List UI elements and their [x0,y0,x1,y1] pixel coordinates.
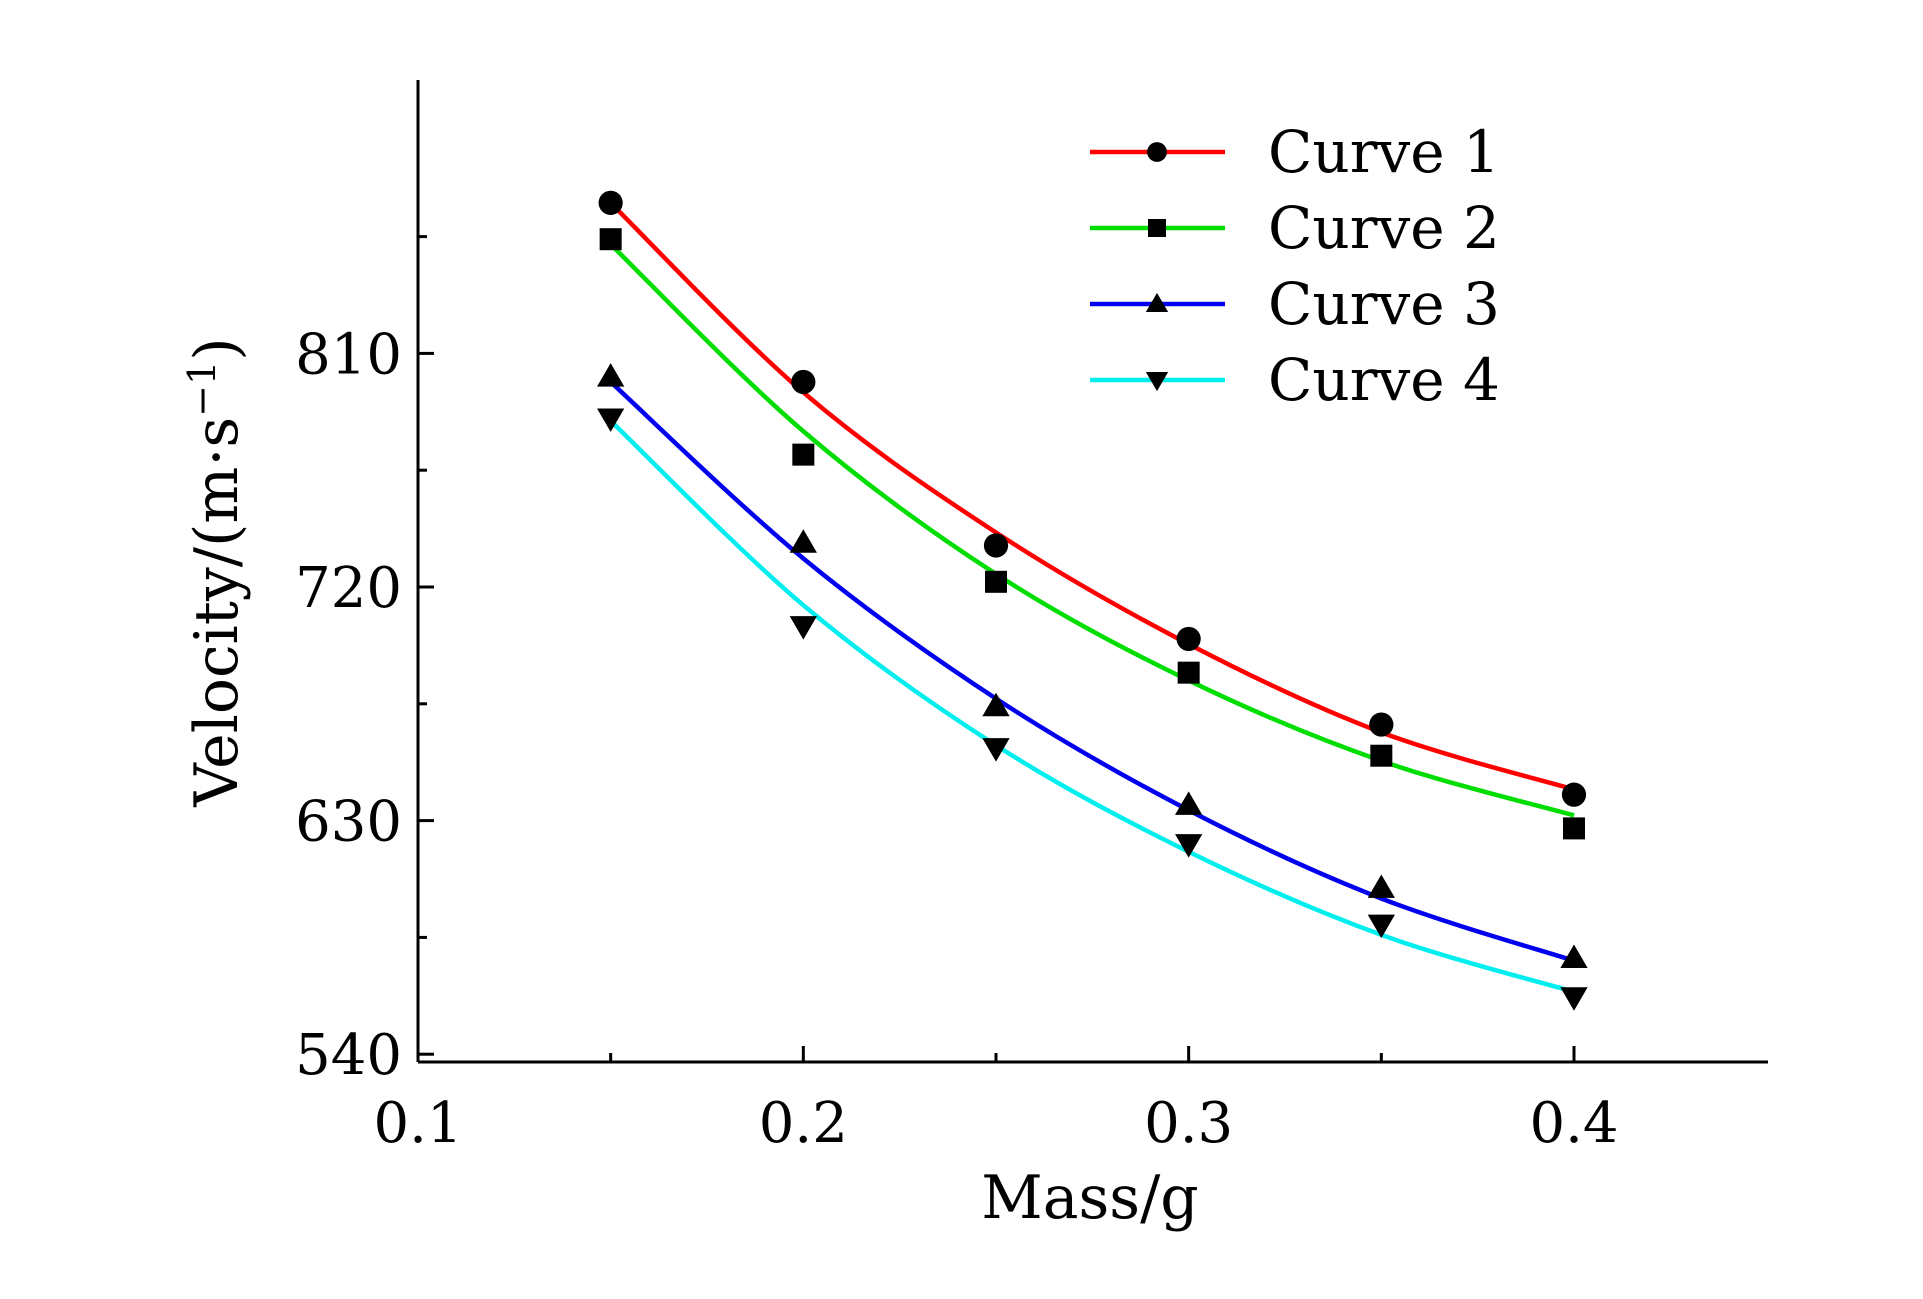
x-tick-label: 0.2 [759,1091,848,1156]
x-tick-label: 0.1 [373,1091,462,1156]
data-point-2 [984,570,1007,593]
y-tick-label: 630 [295,790,402,855]
data-point-4 [1175,834,1203,858]
data-point-3 [597,363,625,387]
legend-label: Curve 2 [1268,194,1500,262]
axes [416,80,1768,1064]
data-point-1 [1369,712,1394,737]
y-tick-label: 720 [295,556,402,621]
y-tick-label: 540 [295,1023,402,1088]
legend-label: Curve 1 [1268,118,1500,186]
y-axis-title: Velocity/(m·s−1) [180,337,252,807]
fit-curves [609,201,1575,995]
y-axis-title-main: Velocity/(m·s [182,417,252,808]
data-point-1 [791,369,816,395]
data-point-2 [1177,661,1200,684]
data-point-1 [983,533,1009,558]
fit-line-4 [609,419,1575,995]
y-tick-label: 810 [295,322,402,387]
x-axis-title: Mass/g [981,1163,1198,1233]
data-point-1 [1561,782,1587,807]
x-tick-label: 0.3 [1144,1091,1233,1156]
legend-swatch-marker [1148,219,1166,237]
x-tick-label: 0.4 [1529,1091,1618,1156]
legend-swatch-marker [1145,292,1169,313]
axis-ticks: 0.1 0.2 0.3 0.4 540 630 720 810 [295,235,1619,1156]
data-point-1 [598,190,623,215]
data-point-3 [1560,944,1588,968]
data-point-4 [597,408,625,432]
fit-line-2 [609,242,1575,818]
data-point-3 [1367,874,1395,898]
data-point-2 [1562,817,1585,840]
fit-line-1 [609,201,1575,792]
data-point-3 [789,529,817,553]
fit-line-3 [609,380,1575,963]
data-point-4 [1367,914,1395,939]
data-point-2 [1370,744,1393,767]
data-point-2 [792,443,815,466]
data-markers [597,190,1588,1011]
y-axis-title-superscript: −1 [180,361,224,417]
data-point-3 [982,692,1010,717]
y-axis-title-close: ) [182,337,252,360]
data-point-3 [1175,791,1203,815]
data-point-1 [1176,626,1201,652]
data-point-4 [1560,987,1588,1011]
legend-swatch-marker [1145,371,1169,392]
legend-label: Curve 3 [1268,270,1500,338]
legend-label: Curve 4 [1268,346,1500,414]
data-point-2 [599,228,622,251]
legend-swatch-marker [1147,142,1167,162]
legend: Curve 1 Curve 2 Curve 3 Curve 4 [1090,118,1500,414]
data-point-4 [789,616,817,640]
data-point-4 [982,738,1010,762]
